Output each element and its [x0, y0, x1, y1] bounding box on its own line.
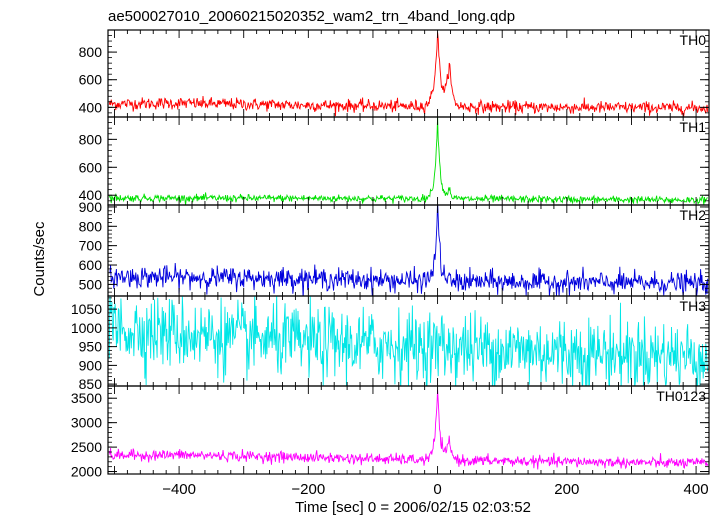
panel-name: TH3: [680, 298, 707, 314]
y-tick-label: 1000: [71, 320, 102, 336]
y-tick-label: 800: [79, 44, 103, 60]
y-tick-label: 3000: [71, 415, 102, 431]
series-line-th2: [109, 205, 709, 296]
x-tick-label: 0: [433, 481, 441, 498]
y-tick-label: 600: [79, 72, 103, 88]
x-tick-label: 400: [684, 481, 709, 498]
x-tick-label: 200: [554, 481, 579, 498]
panel-name: TH0: [680, 32, 707, 48]
series-line-th0123: [108, 389, 709, 470]
y-tick-label: 850: [79, 376, 103, 392]
panel-th2: 500 600 700 800 900 TH2: [79, 199, 710, 297]
y-tick-label: 600: [79, 257, 103, 273]
panel-th1: 400 600 800 TH1: [79, 116, 710, 206]
y-tick-label: 3500: [71, 390, 102, 406]
y-tick-label: 600: [79, 159, 103, 175]
series-line-th1: [108, 117, 708, 205]
y-tick-label: 800: [79, 131, 103, 147]
y-tick-label: 400: [79, 187, 103, 203]
x-tick-label: −200: [291, 481, 325, 498]
x-tick-label: −400: [162, 481, 196, 498]
panel-name: TH0123: [656, 388, 706, 404]
y-tick-label: 400: [79, 99, 103, 115]
panels: 400 600 800 TH0 400 600 800 TH1 500 600 700 800 900 T…: [71, 29, 710, 498]
y-axis-label: Counts/sec: [31, 221, 48, 297]
series-line-th3: [108, 296, 709, 386]
panel-th0: 400 600 800 TH0: [79, 29, 710, 118]
panel-name: TH2: [680, 207, 707, 223]
y-tick-label: 900: [79, 199, 103, 215]
y-tick-label: 1050: [71, 301, 102, 317]
y-tick-label: 2500: [71, 439, 102, 455]
panel-frame: [107, 385, 710, 475]
y-tick-label: 900: [79, 357, 103, 373]
y-tick-label: 950: [79, 339, 103, 355]
y-tick-label: 500: [79, 276, 103, 292]
chart-title: ae500027010_20060215020352_wam2_trn_4ban…: [108, 8, 515, 25]
x-axis-label: Time [sec] 0 = 2006/02/15 02:03:52: [295, 499, 531, 516]
series-line-th0: [108, 32, 709, 117]
y-tick-label: 2000: [71, 464, 102, 480]
y-tick-label: 700: [79, 238, 103, 254]
panel-name: TH1: [680, 119, 707, 135]
panel-th3: 850 900 950 1000 1050 TH3: [71, 295, 710, 392]
y-tick-label: 800: [79, 218, 103, 234]
panel-frame: [107, 116, 710, 206]
panel-th0123: 2000 2500 3000 3500 TH0123: [71, 385, 710, 480]
